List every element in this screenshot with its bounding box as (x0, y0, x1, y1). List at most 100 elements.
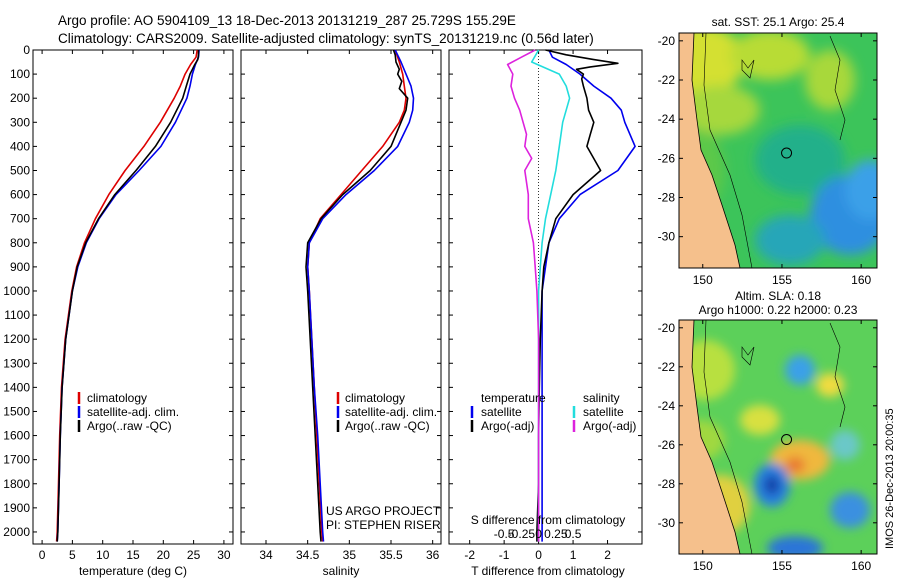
x-tick-label: -1 (499, 548, 510, 562)
depth-tick-label: 1700 (3, 453, 30, 467)
depth-tick-label: 600 (10, 188, 30, 202)
x-tick-label: 20 (157, 548, 171, 562)
series-line-argo-raw-qc (305, 49, 409, 542)
lat-tick-label: -28 (658, 191, 676, 205)
depth-tick-label: 1900 (3, 501, 30, 515)
lon-tick-label: 155 (772, 273, 792, 287)
x-tick-label: 0 (39, 548, 46, 562)
lat-tick-label: -30 (658, 516, 676, 530)
x-tick-label: 5 (69, 548, 76, 562)
x-tick-label: 34.5 (296, 548, 320, 562)
coastline-land (679, 320, 740, 554)
salinity-plot-frame (240, 49, 442, 545)
lat-tick-label: -24 (658, 399, 676, 413)
legend-label-temperature-argo: Argo(-adj) (481, 419, 534, 433)
sla-map-subtitle: Argo h1000: 0.22 h2000: 0.23 (699, 303, 858, 317)
x-tick-label: -2 (464, 548, 475, 562)
lat-tick-label: -30 (658, 230, 676, 244)
legend-title-salinity: salinity (583, 391, 620, 405)
lat-tick-label: -26 (658, 438, 676, 452)
legend-label-climatology: climatology (87, 391, 147, 405)
series-line-argo-raw-qc (56, 50, 200, 542)
x-tick-label: 2 (604, 548, 611, 562)
depth-tick-label: 1400 (3, 380, 30, 394)
series-line-temperature-argo-adj (536, 49, 619, 542)
depth-tick-label: 1300 (3, 356, 30, 370)
coastline-land (679, 33, 740, 268)
temperature-plot-frame (32, 49, 234, 545)
x-tick-label: 36 (426, 548, 440, 562)
difference-plot-frame (448, 49, 643, 545)
lon-tick-label: 160 (851, 273, 871, 287)
depth-tick-label: 1000 (3, 284, 30, 298)
s-difference-tick-label: 0.25 (544, 527, 568, 541)
lat-tick-label: -20 (658, 321, 676, 335)
temperature-axis-label: temperature (deg C) (79, 564, 187, 578)
sla-map-title: Altim. SLA: 0.18 (735, 289, 821, 303)
s-difference-tick-label: 0.5 (565, 527, 582, 541)
salinity-axis-label: salinity (323, 564, 360, 578)
legend-label-climatology: climatology (345, 391, 405, 405)
sla-map-panel: Altim. SLA: 0.18 Argo h1000: 0.22 h2000:… (658, 289, 878, 573)
salinity-profile-panel: 34 34.5 35 35.5 36 salinity climatology sate… (240, 49, 442, 578)
x-tick-label: 25 (187, 548, 201, 562)
header-line-2: Climatology: CARS2009. Satellite-adjuste… (58, 31, 594, 46)
legend-label-salinity-satellite: satellite (583, 405, 624, 419)
legend-label-argo: Argo(..raw -QC) (87, 419, 172, 433)
sla-map-frame (678, 319, 878, 555)
argo-float-marker (781, 434, 793, 446)
depth-tick-label: 500 (10, 163, 30, 177)
difference-legend: temperature satellite Argo(-adj) salinit… (470, 391, 636, 433)
temperature-profile-panel: 0100200300400500600700800900100011001200… (3, 43, 234, 578)
depth-tick-label: 1500 (3, 404, 30, 418)
s-difference-axis-label: S difference from climatology (471, 513, 626, 527)
imos-timestamp: IMOS 26-Dec-2013 20:00:35 (884, 408, 896, 549)
lon-tick-label: 160 (851, 559, 871, 573)
sst-map-frame (678, 32, 878, 269)
x-tick-label: 30 (217, 548, 231, 562)
s-difference-tick-label: -0.25 (508, 527, 536, 541)
t-difference-axis-label: T difference from climatology (471, 564, 625, 578)
legend-label-satellite: satellite-adj. clim. (345, 405, 437, 419)
lat-tick-label: -20 (658, 34, 676, 48)
project-credit: US ARGO PROJECT (326, 504, 441, 518)
depth-tick-label: 100 (10, 67, 30, 81)
lat-tick-label: -24 (658, 112, 676, 126)
legend-label-argo: Argo(..raw -QC) (345, 419, 430, 433)
legend-label-satellite: satellite-adj. clim. (87, 405, 179, 419)
sla-field (679, 320, 877, 554)
x-tick-label: 10 (96, 548, 110, 562)
s-difference-tick-label: 0 (535, 527, 542, 541)
x-tick-label: 0 (535, 548, 542, 562)
depth-tick-label: 1800 (3, 477, 30, 491)
depth-tick-label: 300 (10, 115, 30, 129)
s-difference-tick-label: -0.5 (494, 527, 515, 541)
lat-tick-label: -22 (658, 73, 676, 87)
sst-map-title: sat. SST: 25.1 Argo: 25.4 (712, 15, 845, 29)
series-line-salinity-argo-adj (506, 49, 540, 542)
pi-credit: PI: STEPHEN RISER (326, 518, 441, 532)
legend-title-temperature: temperature (481, 391, 546, 405)
x-tick-label: 35 (343, 548, 357, 562)
salinity-legend: climatology satellite-adj. clim. Argo(..… (336, 391, 437, 433)
temperature-legend: climatology satellite-adj. clim. Argo(..… (77, 391, 179, 433)
argo-float-marker (781, 147, 793, 159)
lon-tick-label: 155 (772, 559, 792, 573)
depth-tick-label: 1200 (3, 332, 30, 346)
series-line-satellite-adj-clim (306, 49, 415, 542)
sst-field (679, 33, 877, 268)
lat-tick-label: -28 (658, 477, 676, 491)
depth-tick-label: 1100 (4, 308, 30, 322)
depth-tick-label: 1600 (3, 429, 30, 443)
lon-tick-label: 150 (693, 559, 713, 573)
x-tick-label: 15 (126, 548, 140, 562)
depth-tick-label: 400 (10, 139, 30, 153)
depth-tick-label: 900 (10, 260, 30, 274)
sst-map-panel: sat. SST: 25.1 Argo: 25.4 -20 -22 -24 -26 (658, 15, 878, 287)
header-line-1: Argo profile: AO 5904109_13 18-Dec-2013 … (58, 13, 516, 28)
depth-tick-label: 700 (10, 212, 30, 226)
depth-tick-label: 800 (10, 236, 30, 250)
lon-tick-label: 150 (693, 273, 713, 287)
series-line-temperature-satellite (541, 49, 636, 542)
